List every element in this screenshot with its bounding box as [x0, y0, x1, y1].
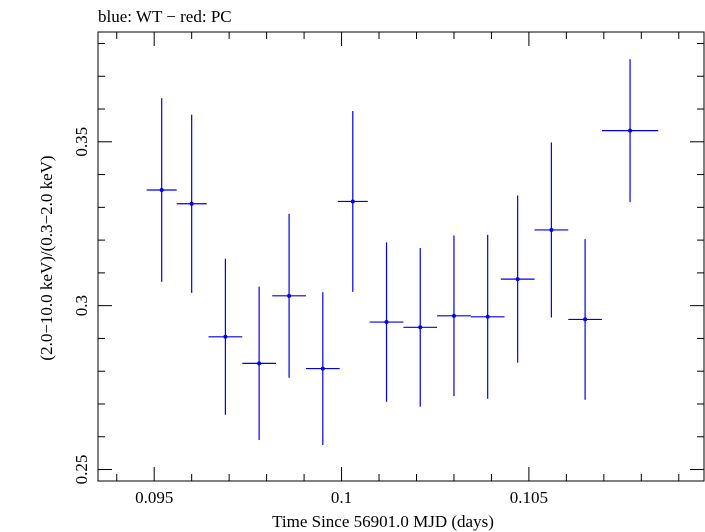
point-marker	[350, 199, 355, 204]
data-point	[272, 213, 306, 378]
data-point	[337, 110, 368, 292]
plot-border	[97, 31, 705, 482]
x-axis-label: Time Since 56901.0 MJD (days)	[272, 512, 494, 531]
y-axis-label: (2.0−10.0 keV)/(0.3−2.0 keV)	[37, 155, 56, 360]
data-point	[534, 142, 569, 318]
point-marker	[485, 314, 490, 319]
point-marker	[628, 128, 633, 133]
point-marker	[257, 361, 262, 366]
data-point	[242, 286, 276, 441]
x-tick-label: 0.095	[135, 488, 173, 507]
data-point	[437, 235, 471, 397]
point-marker	[384, 320, 389, 325]
point-marker	[418, 325, 423, 330]
data-point	[601, 59, 659, 203]
point-marker	[189, 201, 194, 206]
y-tick-label: 0.35	[72, 127, 91, 157]
data-point	[208, 258, 243, 415]
chart-title: blue: WT − red: PC	[98, 7, 232, 26]
data-point	[470, 234, 505, 399]
data-point	[305, 292, 340, 445]
point-marker	[549, 227, 554, 232]
data-point	[146, 98, 177, 282]
data-point	[500, 195, 535, 363]
data-point	[176, 114, 207, 293]
point-marker	[583, 317, 588, 322]
x-tick-label: 0.1	[331, 488, 352, 507]
point-marker	[287, 293, 292, 298]
axis-ticks	[98, 32, 704, 481]
point-marker	[451, 313, 456, 318]
data-points	[146, 59, 659, 445]
point-marker	[515, 277, 520, 282]
y-tick-label: 0.25	[72, 455, 91, 485]
point-marker	[320, 366, 325, 371]
y-tick-label: 0.3	[72, 295, 91, 316]
plot-frame	[97, 31, 705, 482]
axis-tick-labels: 0.095 0.1 0.105 0.25 0.3 0.35	[72, 127, 548, 507]
x-tick-label: 0.105	[510, 488, 548, 507]
point-marker	[223, 334, 228, 339]
data-point	[568, 239, 602, 400]
data-point	[403, 247, 438, 407]
data-point	[369, 242, 404, 402]
point-marker	[159, 187, 164, 192]
